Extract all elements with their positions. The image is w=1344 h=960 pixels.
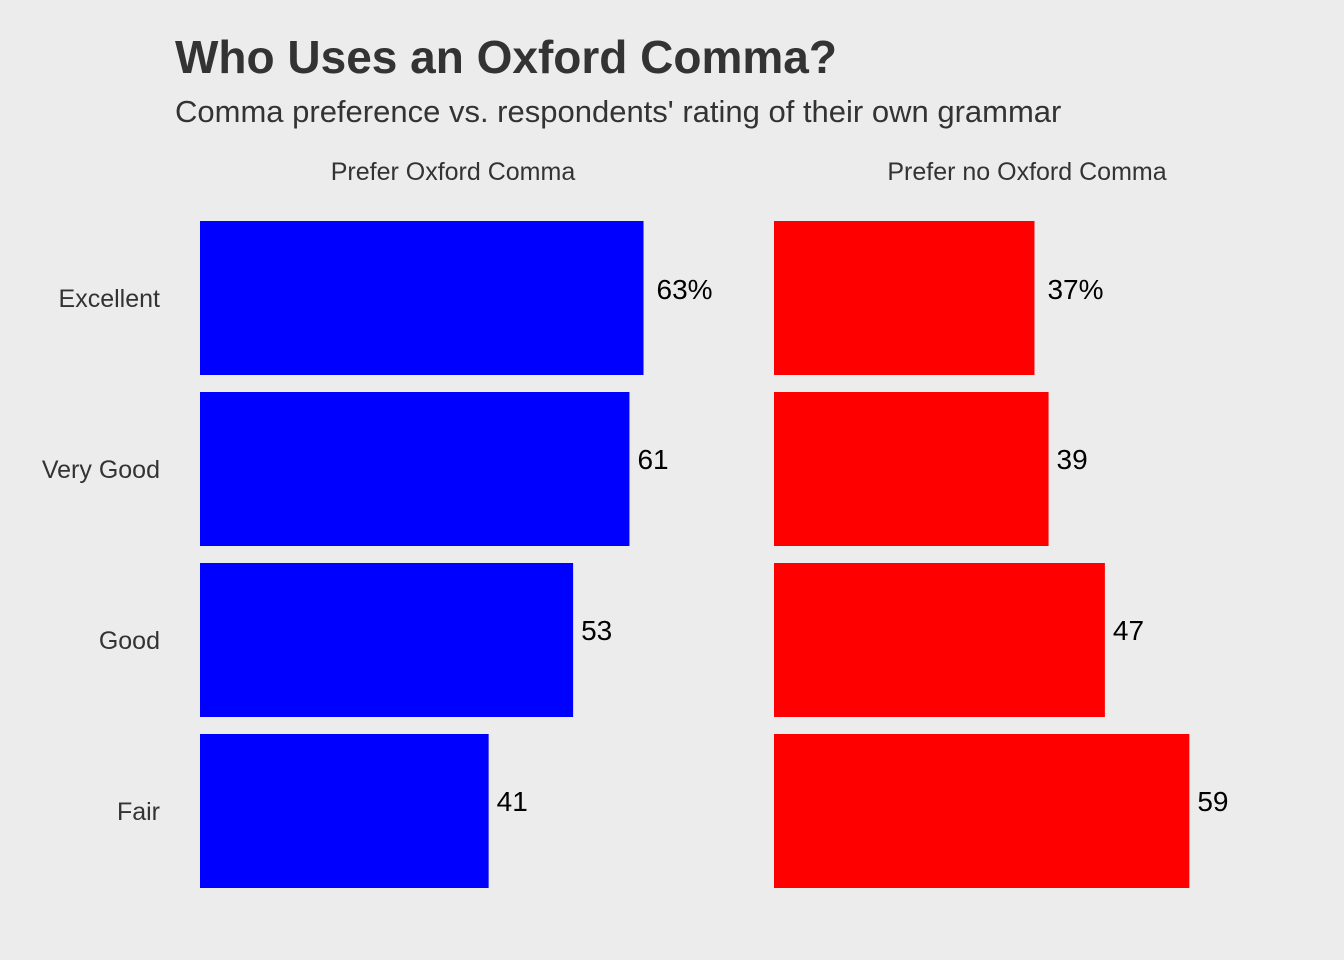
category-label-very-good: Very Good — [42, 456, 160, 484]
data-label: 41 — [497, 786, 528, 817]
bar-fair — [200, 734, 489, 888]
category-label-good: Good — [99, 627, 160, 655]
panel-prefer-oxford-comma: Prefer Oxford Comma 63% 61 53 41 — [200, 158, 713, 888]
category-label-fair: Fair — [117, 798, 160, 826]
data-label: 39 — [1057, 444, 1088, 475]
data-label: 61 — [637, 444, 668, 475]
data-label: 63% — [657, 274, 713, 305]
chart-panels: Prefer Oxford Comma 63% 61 53 41 Prefer no Ox… — [200, 158, 1229, 888]
bar-excellent — [774, 221, 1035, 375]
data-label: 59 — [1197, 786, 1228, 817]
data-label: 47 — [1113, 615, 1144, 646]
panel-prefer-no-oxford-comma: Prefer no Oxford Comma 37% 39 47 59 — [774, 158, 1229, 888]
bar-fair — [774, 734, 1190, 888]
category-axis: Excellent Very Good Good Fair — [42, 285, 160, 826]
bar-excellent — [200, 221, 644, 375]
bar-good — [774, 563, 1105, 717]
bar-very-good — [200, 392, 630, 546]
chart-subtitle: Comma preference vs. respondents' rating… — [175, 94, 1062, 129]
bar-good — [200, 563, 574, 717]
data-label: 37% — [1047, 274, 1103, 305]
chart-title: Who Uses an Oxford Comma? — [175, 31, 837, 83]
data-label: 53 — [581, 615, 612, 646]
panel-title: Prefer no Oxford Comma — [887, 158, 1166, 186]
bar-very-good — [774, 392, 1049, 546]
panel-title: Prefer Oxford Comma — [331, 158, 576, 186]
category-label-excellent: Excellent — [59, 285, 160, 313]
